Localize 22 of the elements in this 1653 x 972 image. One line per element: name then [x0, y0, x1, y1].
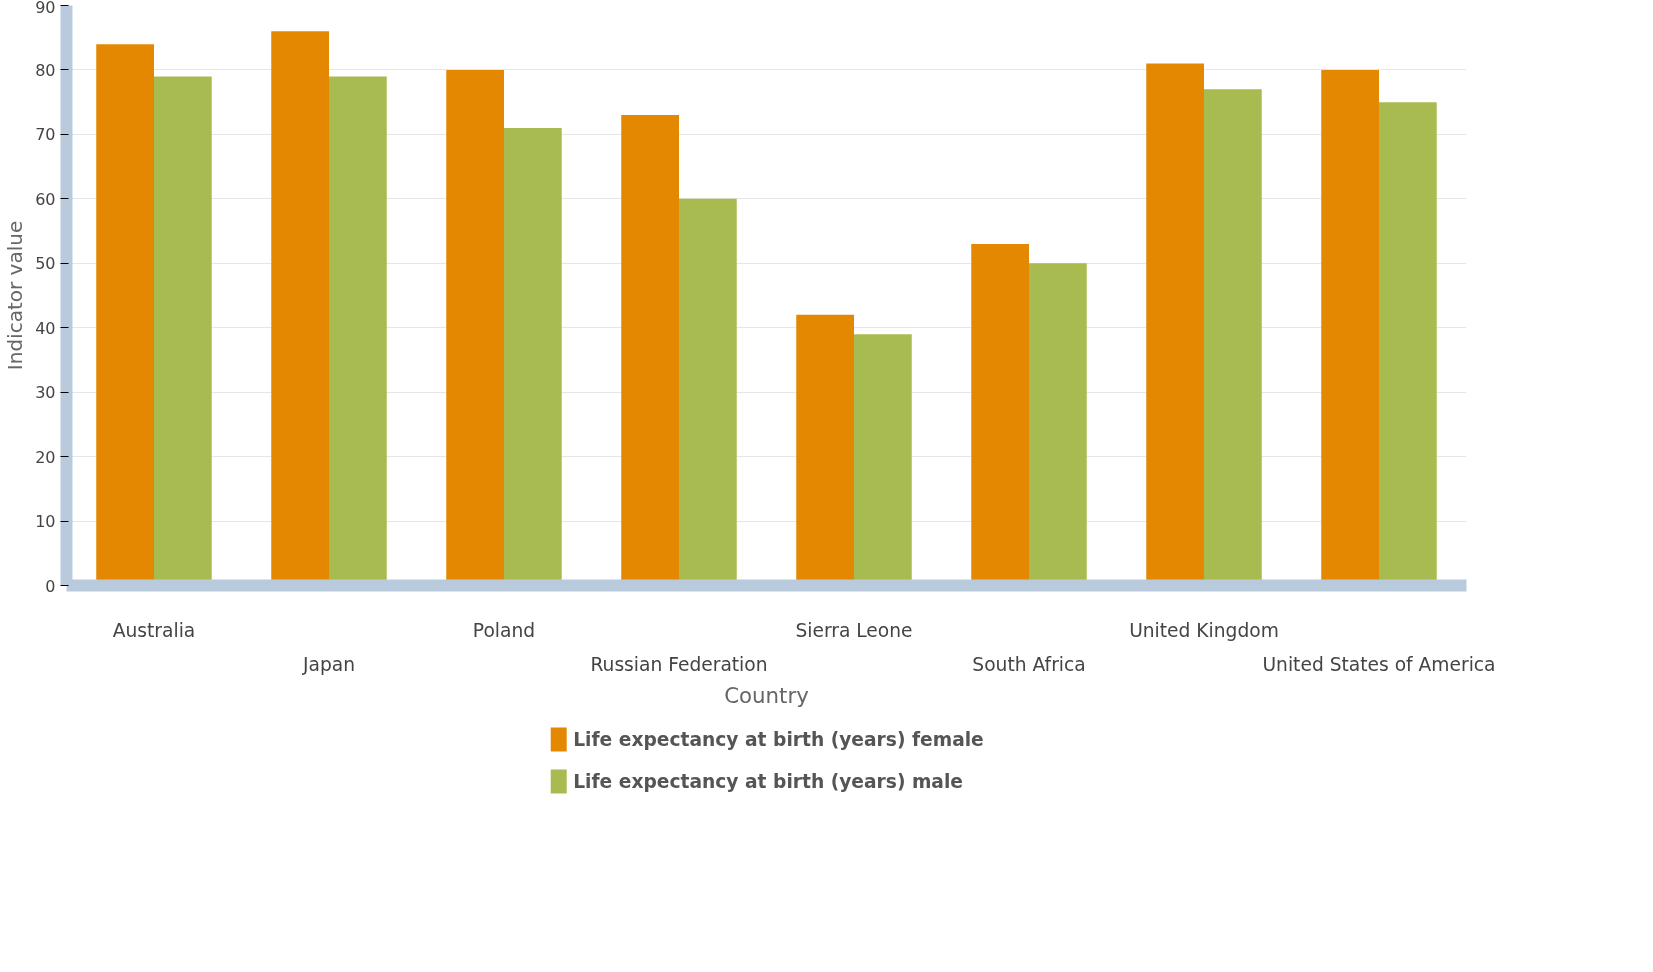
y-tick-label: 10 — [35, 512, 56, 532]
y-tick-label: 30 — [35, 383, 56, 403]
y-tick-label: 60 — [35, 189, 56, 209]
x-tick-label: United States of America — [1262, 653, 1496, 675]
x-tick-label: Russian Federation — [590, 653, 768, 675]
y-tick-label: 50 — [35, 254, 56, 274]
y-tick-label: 20 — [35, 447, 56, 467]
y-tick-label: 40 — [35, 318, 56, 338]
x-axis-title: Country — [724, 682, 809, 708]
y-tick-label: 90 — [35, 0, 56, 17]
x-tick-label: Sierra Leone — [795, 619, 913, 641]
x-tick-label: United Kingdom — [1129, 619, 1279, 641]
y-axis-title: Indicator value — [3, 220, 28, 371]
x-tick-label: Australia — [112, 619, 196, 641]
x-tick-label: Japan — [301, 653, 356, 675]
legend-label: Life expectancy at birth (years) female — [573, 728, 984, 750]
y-tick-label: 70 — [35, 125, 56, 145]
y-tick-label: 0 — [45, 576, 56, 596]
legend-label: Life expectancy at birth (years) male — [573, 770, 964, 792]
x-tick-label: South Africa — [972, 653, 1086, 675]
y-tick-label: 80 — [35, 60, 56, 80]
x-tick-label: Poland — [472, 619, 536, 641]
